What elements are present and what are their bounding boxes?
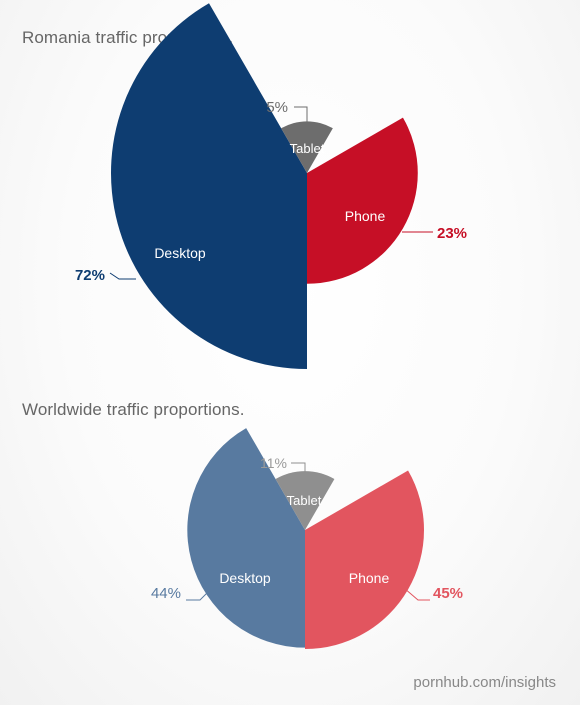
percent-label-phone-romania: 23% (437, 225, 467, 242)
leader-line-tablet-worldwide (291, 462, 306, 478)
slice-label-tablet-worldwide: Tablet (287, 493, 322, 508)
chart-title-worldwide: Worldwide traffic proportions. (22, 400, 245, 419)
slice-label-desktop-worldwide: Desktop (219, 570, 271, 586)
slice-desktop-romania (111, 3, 307, 369)
slice-desktop-worldwide (187, 428, 305, 648)
slice-label-tablet-romania: Tablet (290, 141, 325, 156)
slice-label-phone-worldwide: Phone (349, 570, 390, 586)
slice-label-desktop-romania: Desktop (154, 245, 206, 261)
leader-line-desktop-romania (109, 272, 136, 280)
percent-label-tablet-romania: 5% (266, 99, 288, 116)
leader-line-phone-worldwide (403, 587, 430, 601)
slice-phone-romania (307, 117, 418, 284)
leader-line-desktop-worldwide (186, 587, 213, 601)
slice-tablet-romania (281, 121, 333, 173)
percent-label-tablet-worldwide: 11% (260, 455, 287, 471)
slice-phone-worldwide (305, 470, 425, 649)
percent-label-desktop-worldwide: 44% (151, 585, 181, 602)
leader-line-tablet-romania (294, 106, 308, 125)
chart-worldwide: Desktop Phone Tablet 44% 45% 11% (151, 428, 463, 649)
percent-label-desktop-romania: 72% (75, 267, 105, 284)
slice-tablet-worldwide (275, 471, 335, 530)
slice-label-phone-romania: Phone (345, 208, 386, 224)
chart-romania: Desktop Phone Tablet 72% 23% 5% (75, 3, 467, 369)
source-credit: pornhub.com/insights (413, 674, 556, 691)
percent-label-phone-worldwide: 45% (433, 585, 463, 602)
